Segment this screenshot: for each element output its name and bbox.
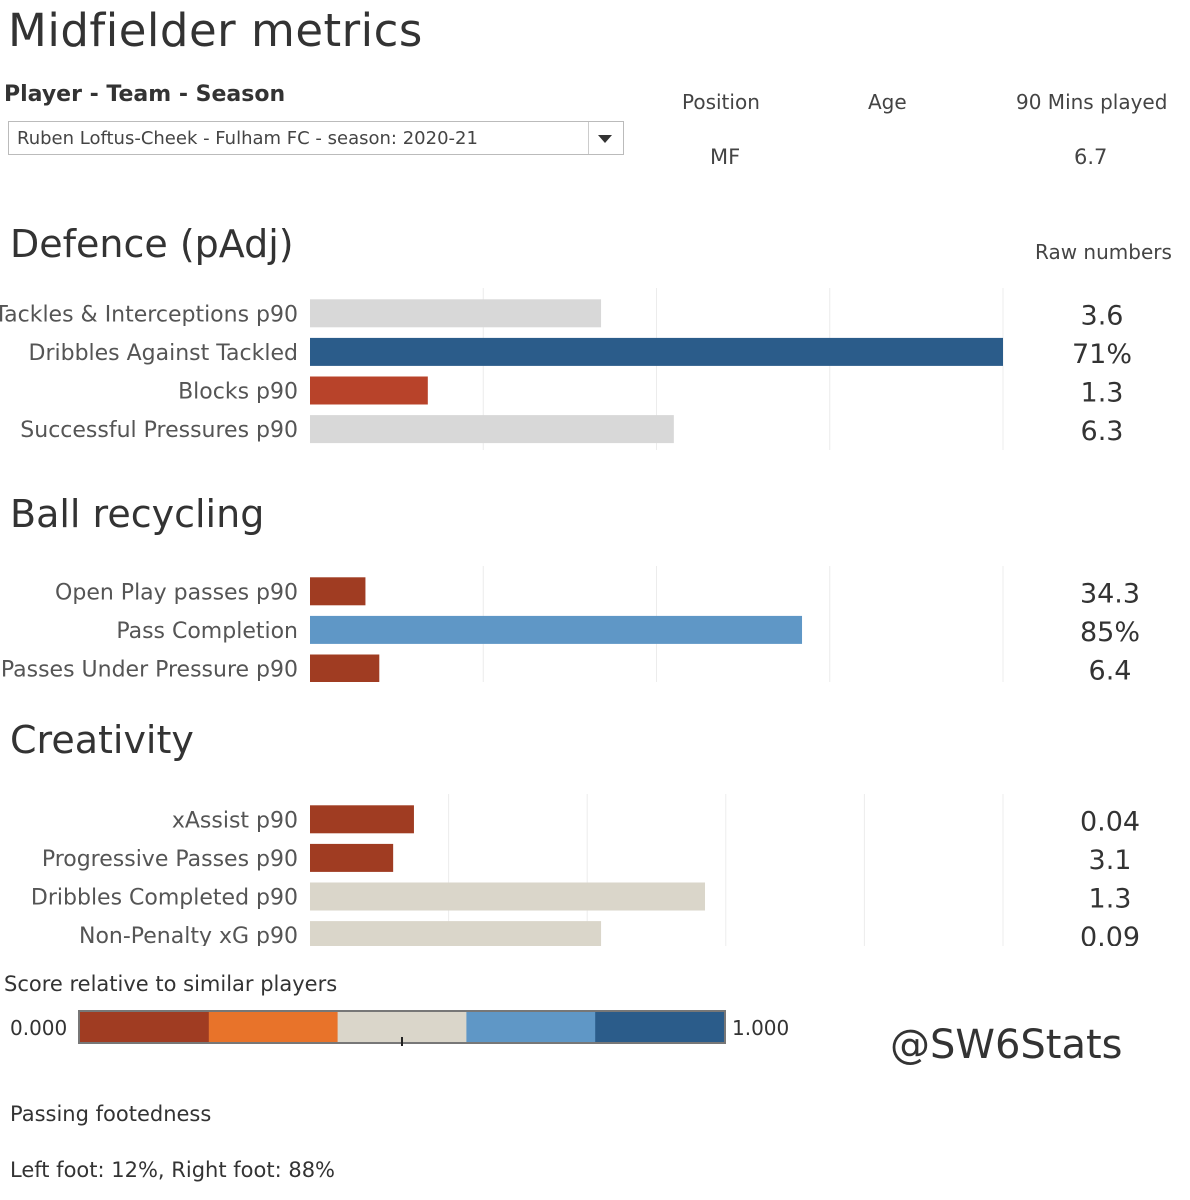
bar	[310, 654, 380, 682]
bar	[310, 615, 803, 644]
category-label: Non-Penalty xG p90	[79, 924, 298, 946]
legend-segment	[208, 1012, 339, 1042]
legend-segment	[80, 1012, 210, 1042]
chevron-down-icon[interactable]	[598, 135, 612, 143]
bar	[310, 577, 366, 606]
legend-title: Score relative to similar players	[4, 972, 338, 996]
ball-recycling-section-title: Ball recycling	[10, 492, 265, 536]
raw-value-label: 3.1	[1089, 845, 1132, 876]
raw-value-label: 6.4	[1089, 656, 1132, 683]
page-title: Midfielder metrics	[8, 4, 423, 57]
mins-played-value: 6.7	[1074, 145, 1108, 169]
position-label: Position	[682, 90, 760, 114]
creativity-chart: xAssist p90 0.04 Progressive Passes p90 3.1…	[31, 794, 1140, 946]
category-label: Progressive Passes p90	[42, 847, 298, 872]
raw-value-label: 6.3	[1081, 416, 1124, 447]
raw-value-label: 0.09	[1080, 922, 1140, 946]
player-selector-label: Player - Team - Season	[4, 82, 286, 107]
mins-played-label: 90 Mins played	[1016, 90, 1168, 114]
category-label: Dribbles Against Tackled	[29, 341, 299, 366]
bar	[310, 882, 706, 911]
category-label: xAssist p90	[172, 808, 298, 833]
defence-chart: Tackles & Interceptions p90 3.6 Dribbles A…	[0, 288, 1132, 450]
category-label: Dribbles Completed p90	[31, 886, 298, 911]
raw-value-label: 1.3	[1081, 378, 1124, 409]
age-label: Age	[868, 90, 907, 114]
ball-recycling-chart: Open Play passes p90 34.3 Pass Completion 8…	[1, 566, 1140, 683]
raw-value-label: 3.6	[1081, 300, 1124, 331]
legend-max-label: 1.000	[732, 1016, 790, 1040]
footedness-value: Left foot: 12%, Right foot: 88%	[10, 1158, 336, 1182]
legend-segment	[595, 1012, 725, 1042]
legend-min-label: 0.000	[10, 1016, 68, 1040]
bar	[310, 376, 428, 405]
category-label: Passes Under Pressure p90	[1, 658, 298, 683]
position-value: MF	[710, 145, 741, 169]
category-label: Tackles & Interceptions p90	[0, 302, 298, 327]
footedness-label: Passing footedness	[10, 1102, 212, 1126]
raw-value-label: 85%	[1080, 617, 1140, 648]
defence-section-title: Defence (pAdj)	[10, 222, 294, 266]
bar	[310, 299, 602, 328]
bar	[310, 415, 674, 444]
raw-numbers-label: Raw numbers	[1035, 240, 1172, 264]
raw-value-label: 34.3	[1080, 578, 1140, 609]
bar	[310, 337, 1003, 366]
category-label: Successful Pressures p90	[20, 418, 298, 443]
category-label: Pass Completion	[116, 619, 298, 644]
category-label: Open Play passes p90	[55, 580, 298, 605]
bar	[310, 921, 602, 946]
category-label: Blocks p90	[178, 380, 298, 405]
player-dropdown-value: Ruben Loftus-Cheek - Fulham FC - season:…	[17, 128, 478, 149]
raw-value-label: 0.04	[1080, 806, 1140, 837]
dropdown-divider	[588, 122, 589, 154]
creativity-section-title: Creativity	[10, 718, 194, 762]
raw-value-label: 1.3	[1089, 884, 1132, 915]
player-dropdown[interactable]: Ruben Loftus-Cheek - Fulham FC - season:…	[8, 121, 624, 155]
legend-segment	[466, 1012, 596, 1042]
twitter-handle: @SW6Stats	[890, 1022, 1123, 1068]
bar	[310, 843, 394, 872]
bar	[310, 805, 414, 834]
color-legend	[78, 1010, 726, 1046]
raw-value-label: 71%	[1072, 339, 1132, 370]
